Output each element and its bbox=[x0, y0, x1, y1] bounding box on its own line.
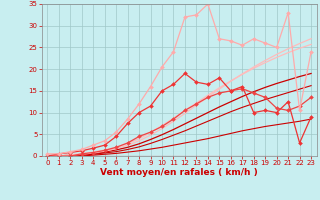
X-axis label: Vent moyen/en rafales ( km/h ): Vent moyen/en rafales ( km/h ) bbox=[100, 168, 258, 177]
